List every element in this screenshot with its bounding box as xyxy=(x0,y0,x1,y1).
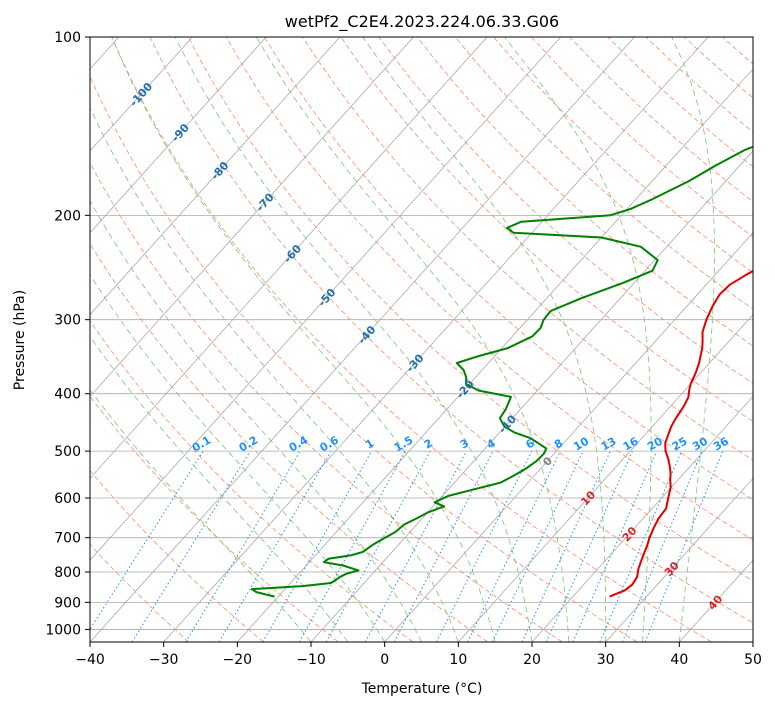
mixing-ratio-line xyxy=(621,450,703,642)
mixing-ratio-line xyxy=(298,450,406,642)
isotherm-line xyxy=(90,37,488,479)
x-tick-label: 40 xyxy=(670,652,688,668)
mixing-ratio-line xyxy=(491,450,584,642)
dry-adiabat xyxy=(90,161,563,642)
x-tick-label: −10 xyxy=(296,652,326,668)
dry-adiabat xyxy=(454,37,753,310)
isotherm-line xyxy=(90,37,635,642)
mixing-ratio-line xyxy=(467,450,561,642)
y-tick-label: 800 xyxy=(54,565,81,581)
isotherm-line xyxy=(90,37,562,561)
x-tick-label: 0 xyxy=(380,652,389,668)
mixing-ratio-line xyxy=(545,450,633,642)
moist-adiabat xyxy=(362,37,607,642)
dry-adiabat xyxy=(149,37,753,624)
y-tick-label: 100 xyxy=(54,30,81,46)
x-tick-label: −40 xyxy=(75,652,105,668)
moist-adiabat xyxy=(90,274,386,642)
y-tick-label: 600 xyxy=(54,491,81,507)
mixing-ratio-line xyxy=(218,450,332,642)
y-tick-label: 900 xyxy=(54,595,81,611)
isotherm-line xyxy=(90,37,414,398)
dewpoint-profile xyxy=(250,145,753,598)
mixing-ratio-line xyxy=(90,450,204,631)
x-axis-label: Temperature (°C) xyxy=(361,681,483,697)
x-tick-label: 30 xyxy=(597,652,615,668)
y-tick-label: 300 xyxy=(54,313,81,329)
dry-adiabat xyxy=(90,75,638,642)
x-tick-label: 50 xyxy=(744,652,762,668)
moist-adiabat xyxy=(174,37,533,642)
y-tick-label: 200 xyxy=(54,208,81,224)
moist-adiabat xyxy=(90,335,349,642)
y-tick-label: 500 xyxy=(54,444,81,460)
moist-adiabat xyxy=(504,37,652,642)
y-axis-ticks: 100 200 300 400 500 600 700 800 900 1000 xyxy=(45,30,90,638)
mixing-ratio-line xyxy=(599,450,682,642)
mixing-ratio-line xyxy=(325,450,431,642)
background-lines xyxy=(90,37,753,642)
x-tick-label: 10 xyxy=(449,652,467,668)
dry-adiabat xyxy=(264,37,753,501)
x-axis-ticks: −40 −30 −20 −10 0 10 20 30 40 50 xyxy=(75,642,762,668)
y-tick-label: 700 xyxy=(54,531,81,547)
dry-adiabat xyxy=(187,37,753,582)
moist-adiabat xyxy=(255,37,570,642)
series-layer xyxy=(250,145,753,598)
plot-frame xyxy=(89,36,754,643)
chart-title: wetPf2_C2E4.2023.224.06.33.G06 xyxy=(285,12,559,32)
isotherm-line xyxy=(384,232,753,642)
dry-adiabat xyxy=(90,469,264,642)
moist-adiabat xyxy=(111,37,496,642)
y-tick-label: 1000 xyxy=(45,622,81,638)
x-tick-label: −30 xyxy=(149,652,179,668)
mixing-ratio-line xyxy=(521,450,611,642)
isotherm-line xyxy=(90,37,193,152)
isotherm-line xyxy=(458,313,753,642)
isotherm-line xyxy=(90,37,341,316)
moist-adiabat xyxy=(671,37,715,642)
isotherm-line xyxy=(90,37,267,234)
moist-adiabat xyxy=(90,106,459,642)
isotherm-line xyxy=(163,37,709,642)
isotherm-line xyxy=(531,395,753,642)
x-tick-label: −20 xyxy=(223,652,253,668)
temperature-profile xyxy=(609,269,753,598)
mixing-ratio-line xyxy=(131,450,251,642)
dry-adiabat xyxy=(111,37,712,642)
mixing-ratio-line xyxy=(185,450,301,642)
isotherm-line xyxy=(237,68,753,642)
dry-adiabat xyxy=(90,242,488,642)
isotherm-line xyxy=(605,477,753,642)
isotherm-line xyxy=(310,150,753,642)
dry-adiabat xyxy=(340,37,753,422)
mixing-ratio-line xyxy=(572,450,658,642)
y-axis-label: Pressure (hPa) xyxy=(12,290,28,390)
mixing-ratio-line xyxy=(262,450,373,642)
y-tick-label: 400 xyxy=(54,387,81,403)
dry-adiabat xyxy=(416,37,753,347)
x-tick-label: 20 xyxy=(523,652,541,668)
